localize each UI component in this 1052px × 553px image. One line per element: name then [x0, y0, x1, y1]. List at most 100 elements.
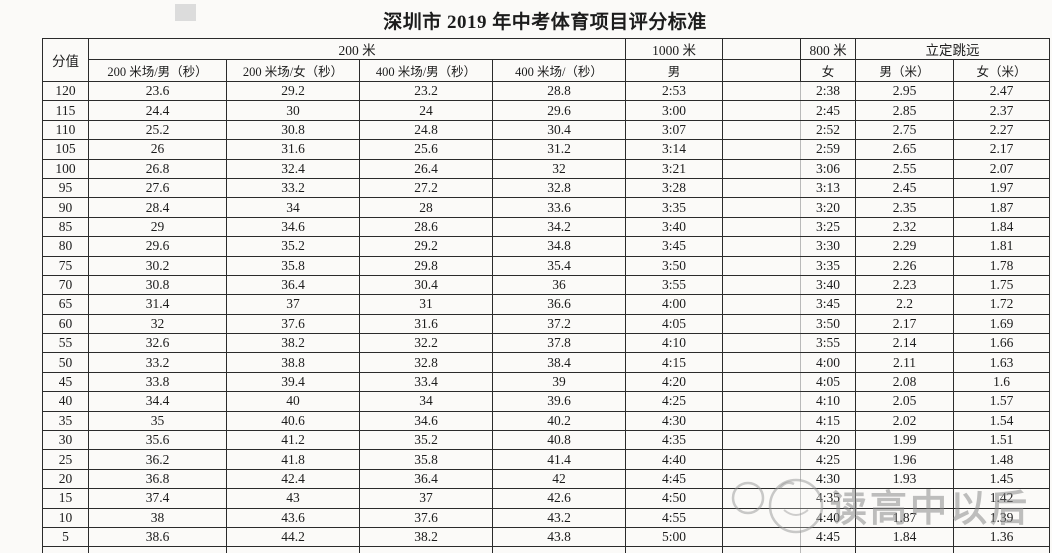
table-row: 30 35.6 41.2 35.2 40.8 4:35 4:20 1.99 1.51 — [42, 430, 1050, 451]
table-row: 65 31.4 37 31 36.6 4:00 3:45 2.2 1.72 — [42, 294, 1050, 315]
value-cell: 37.6 — [359, 507, 493, 528]
score-cell: 30 — [42, 430, 89, 451]
value-cell: 30.4 — [492, 119, 626, 141]
value-cell — [953, 546, 1050, 553]
header-group-standing-jump: 立定跳远 — [855, 38, 1050, 60]
value-cell: 24.8 — [359, 119, 493, 141]
value-cell: 2.55 — [855, 158, 954, 179]
value-cell: 32.8 — [492, 177, 626, 199]
score-cell: 105 — [42, 139, 89, 160]
header-200m-female: 200 米场/女（秒） — [226, 59, 360, 82]
value-cell — [855, 488, 954, 509]
value-cell — [722, 391, 801, 412]
value-cell: 41.8 — [226, 449, 360, 470]
value-cell: 4:35 — [800, 488, 856, 509]
value-cell: 2.2 — [855, 294, 954, 315]
value-cell: 38.4 — [492, 352, 626, 373]
value-cell: 31.6 — [226, 139, 360, 160]
value-cell: 32.2 — [359, 333, 493, 354]
value-cell — [722, 139, 801, 160]
value-cell: 2:53 — [625, 80, 723, 102]
value-cell — [722, 100, 801, 121]
header-800m-female: 女 — [800, 59, 856, 82]
value-cell: 4:00 — [800, 352, 856, 373]
value-cell: 2.14 — [855, 333, 954, 354]
value-cell — [722, 371, 801, 393]
value-cell: 3:40 — [625, 216, 723, 238]
value-cell: 38.2 — [226, 333, 360, 354]
value-cell: 36.6 — [492, 294, 626, 315]
value-cell: 2.29 — [855, 236, 954, 257]
value-cell: 41.2 — [226, 430, 360, 451]
table-row: 110 25.2 30.8 24.8 30.4 3:07 2:52 2.75 2.27 — [42, 119, 1050, 141]
table-row-clipped — [42, 546, 1050, 553]
value-cell: 1.63 — [953, 352, 1050, 373]
value-cell: 35.8 — [226, 255, 360, 276]
value-cell: 35.8 — [359, 449, 493, 470]
table-row: 40 34.4 40 34 39.6 4:25 4:10 2.05 1.57 — [42, 391, 1050, 412]
score-cell: 110 — [42, 119, 89, 141]
value-cell: 29 — [88, 216, 227, 238]
value-cell: 1.97 — [953, 177, 1050, 199]
value-cell: 34.2 — [492, 216, 626, 238]
value-cell: 33.2 — [226, 177, 360, 199]
value-cell: 2.11 — [855, 352, 954, 373]
value-cell: 2:38 — [800, 80, 856, 102]
value-cell: 3:20 — [800, 197, 856, 218]
value-cell: 3:13 — [800, 177, 856, 199]
table-row: 55 32.6 38.2 32.2 37.8 4:10 3:55 2.14 1.66 — [42, 333, 1050, 354]
value-cell: 3:35 — [800, 255, 856, 276]
value-cell: 2.26 — [855, 255, 954, 276]
value-cell: 43.6 — [226, 507, 360, 528]
value-cell: 40 — [226, 391, 360, 412]
value-cell: 4:35 — [625, 430, 723, 451]
value-cell: 32 — [88, 313, 227, 335]
table-row: 50 33.2 38.8 32.8 38.4 4:15 4:00 2.11 1.63 — [42, 352, 1050, 373]
value-cell: 2.07 — [953, 158, 1050, 179]
value-cell — [722, 274, 801, 296]
header-score: 分值 — [42, 38, 89, 82]
table-row: 25 36.2 41.8 35.8 41.4 4:40 4:25 1.96 1.48 — [42, 449, 1050, 470]
value-cell: 4:45 — [625, 468, 723, 490]
header-row-sub: 200 米场/男（秒） 200 米场/女（秒） 400 米场/男（秒） 400 … — [43, 59, 1050, 82]
value-cell: 26.4 — [359, 158, 493, 179]
table-row: 5 38.6 44.2 38.2 43.8 5:00 4:45 1.84 1.36 — [42, 526, 1050, 548]
value-cell: 3:14 — [625, 139, 723, 160]
value-cell: 2.75 — [855, 119, 954, 141]
score-cell: 75 — [42, 255, 89, 276]
table-row: 95 27.6 33.2 27.2 32.8 3:28 3:13 2.45 1.97 — [42, 177, 1050, 199]
value-cell: 2.95 — [855, 80, 954, 102]
value-cell: 1.93 — [855, 468, 954, 490]
header-400m-male: 400 米场/男（秒） — [359, 59, 493, 82]
value-cell: 30.8 — [88, 274, 227, 296]
value-cell — [722, 80, 801, 102]
value-cell: 4:25 — [800, 449, 856, 470]
value-cell: 31.6 — [359, 313, 493, 335]
value-cell: 3:30 — [800, 236, 856, 257]
value-cell: 40.6 — [226, 410, 360, 432]
table-row: 70 30.8 36.4 30.4 36 3:55 3:40 2.23 1.75 — [42, 274, 1050, 296]
score-cell: 70 — [42, 274, 89, 296]
value-cell: 1.87 — [855, 507, 954, 528]
score-cell: 85 — [42, 216, 89, 238]
value-cell — [722, 410, 801, 432]
score-cell: 55 — [42, 333, 89, 354]
value-cell: 5:00 — [625, 526, 723, 548]
value-cell: 4:40 — [800, 507, 856, 528]
header-jump-female: 女（米） — [953, 59, 1050, 82]
value-cell: 3:07 — [625, 119, 723, 141]
header-1000m-male: 男 — [625, 59, 723, 82]
value-cell: 24.4 — [88, 100, 227, 121]
value-cell: 35.2 — [359, 430, 493, 451]
value-cell: 1.75 — [953, 274, 1050, 296]
value-cell — [722, 158, 801, 179]
score-cell: 100 — [42, 158, 89, 179]
value-cell — [722, 488, 801, 509]
value-cell: 1.69 — [953, 313, 1050, 335]
score-cell: 65 — [42, 294, 89, 315]
value-cell: 1.87 — [953, 197, 1050, 218]
value-cell — [722, 197, 801, 218]
value-cell: 34.8 — [492, 236, 626, 257]
value-cell: 32.4 — [226, 158, 360, 179]
value-cell: 4:10 — [625, 333, 723, 354]
